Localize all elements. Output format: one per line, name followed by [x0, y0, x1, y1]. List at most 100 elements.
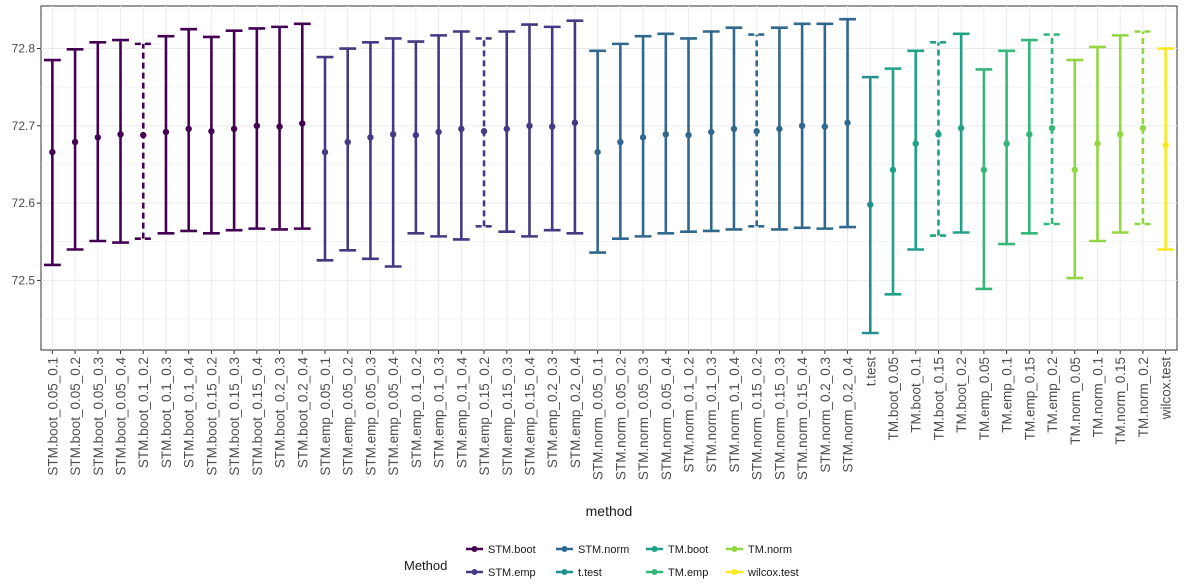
- error-bar: [816, 22, 834, 230]
- point-estimate: [844, 119, 851, 126]
- point-estimate: [162, 128, 170, 136]
- x-tick-label: TM.boot_0.15: [931, 357, 946, 440]
- x-tick-label: STM.boot_0.1_0.2: [136, 357, 151, 468]
- x-tick-label: STM.emp_0.05_0.2: [341, 357, 356, 476]
- x-tick-label: STM.boot_0.05_0.3: [91, 357, 106, 476]
- x-tick-label: STM.boot_0.2_0.3: [273, 357, 288, 468]
- x-tick-label: STM.emp_0.1_0.2: [409, 357, 424, 468]
- plot-panel: [40, 5, 1178, 351]
- error-bar: [1066, 58, 1084, 280]
- legend-item: STM.boot: [466, 544, 536, 556]
- error-bars: [43, 17, 1175, 335]
- point-estimate: [367, 134, 374, 141]
- legend-key-point: [471, 569, 478, 575]
- error-bar: [89, 41, 107, 243]
- error-bar: [748, 33, 766, 228]
- x-tick-label: STM.norm_0.05_0.3: [636, 357, 651, 480]
- error-bar: [657, 32, 675, 235]
- point-estimate: [912, 140, 919, 147]
- point-estimate: [1071, 166, 1078, 174]
- legend-key-point: [651, 546, 658, 552]
- legend-key-point: [471, 546, 478, 552]
- x-tick-label: TM.boot_0.1: [909, 357, 924, 433]
- error-bar: [112, 38, 129, 244]
- x-tick-label: TM.emp_0.05: [977, 357, 992, 440]
- x-tick-label: STM.boot_0.1_0.3: [159, 357, 174, 468]
- legend-label: TM.boot: [668, 544, 708, 556]
- x-tick-label: TM.emp_0.1: [1000, 357, 1015, 433]
- point-estimate: [140, 131, 147, 139]
- legend-item: wilcox.test: [726, 567, 799, 579]
- legend-label: STM.norm: [578, 544, 629, 556]
- legend-item: STM.norm: [556, 544, 629, 556]
- x-tick-label: STM.emp_0.1_0.3: [432, 357, 447, 468]
- point-estimate: [276, 123, 283, 130]
- x-tick-label: wilcox.test: [1159, 357, 1174, 421]
- point-estimate: [889, 166, 897, 174]
- y-tick-label: 72.7: [12, 119, 36, 133]
- error-bar: [680, 37, 697, 234]
- error-bar: [975, 68, 993, 291]
- point-estimate: [117, 131, 124, 138]
- error-bar: [339, 47, 357, 252]
- point-estimate: [730, 125, 738, 133]
- x-tick-label: STM.norm_0.2_0.4: [841, 357, 856, 473]
- point-estimate: [685, 131, 692, 139]
- x-tick-label: STM.boot_0.2_0.4: [295, 357, 310, 469]
- error-bar: [566, 19, 584, 235]
- error-bar: [66, 47, 84, 251]
- x-tick-label: STM.emp_0.05_0.1: [318, 357, 333, 476]
- legend-item: TM.norm: [726, 544, 792, 556]
- x-tick-label: STM.norm_0.1_0.4: [727, 357, 742, 473]
- error-bar: [952, 32, 970, 234]
- error-bar: [725, 26, 743, 231]
- point-estimate: [253, 122, 261, 130]
- x-tick-label: STM.norm_0.05_0.4: [659, 357, 674, 481]
- error-bar: [793, 22, 811, 230]
- point-estimate: [594, 148, 601, 156]
- legend-key-point: [731, 569, 738, 575]
- point-estimate: [798, 122, 806, 130]
- x-axis-title: method: [586, 503, 633, 519]
- error-bar: [1157, 47, 1175, 251]
- legend-key-point: [651, 569, 658, 575]
- y-tick-label: 72.8: [12, 42, 36, 56]
- x-tick-label: STM.norm_0.15_0.3: [772, 357, 787, 480]
- point-estimate: [867, 201, 874, 208]
- error-bar: [271, 25, 288, 231]
- point-estimate: [185, 125, 192, 133]
- legend-item: TM.boot: [646, 544, 708, 556]
- point-estimate: [94, 134, 102, 141]
- x-tick-label: STM.norm_0.15_0.4: [795, 357, 810, 481]
- point-estimate: [957, 124, 965, 132]
- y-axis: 72.5 72.6 72.7 72.8: [12, 42, 41, 287]
- y-tick-label: 72.6: [12, 196, 36, 210]
- x-tick-label: STM.boot_0.15_0.2: [204, 357, 219, 476]
- error-bar: [293, 22, 311, 230]
- x-tick-label: STM.norm_0.05_0.2: [613, 357, 628, 480]
- error-bar: [316, 55, 334, 262]
- legend-item: STM.emp: [466, 567, 536, 579]
- point-estimate: [321, 148, 329, 156]
- error-bar: [1020, 38, 1038, 235]
- x-tick-label: t.test: [863, 357, 878, 387]
- point-estimate: [935, 131, 942, 138]
- x-tick-label: STM.emp_0.05_0.3: [363, 357, 378, 476]
- point-estimate: [1048, 124, 1056, 132]
- error-bar: [884, 67, 902, 296]
- point-estimate: [617, 138, 624, 146]
- legend-label: wilcox.test: [747, 567, 799, 579]
- point-estimate: [1003, 140, 1010, 147]
- x-tick-label: STM.emp_0.1_0.4: [454, 357, 469, 469]
- x-tick-label: STM.boot_0.05_0.4: [114, 357, 129, 476]
- point-estimate: [458, 125, 465, 133]
- error-bar: [998, 49, 1016, 246]
- error-bar: [907, 49, 925, 251]
- point-estimate: [980, 166, 988, 174]
- legend-item: TM.emp: [646, 567, 708, 579]
- error-bar: [1043, 33, 1061, 226]
- x-tick-label: TM.emp_0.15: [1022, 357, 1037, 440]
- point-estimate: [821, 123, 829, 130]
- error-bar: [362, 41, 379, 261]
- point-estimate: [571, 119, 579, 126]
